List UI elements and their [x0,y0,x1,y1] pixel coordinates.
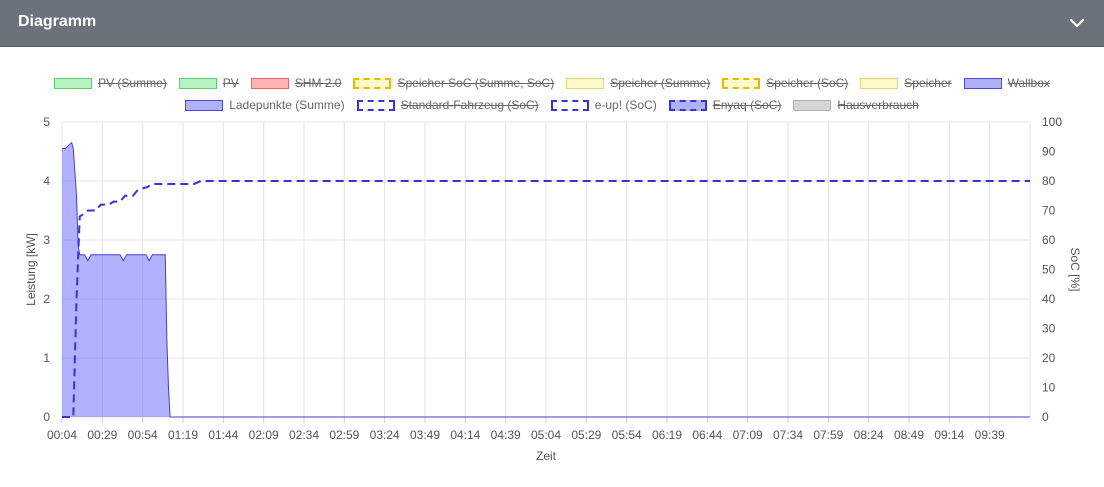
y2-tick-label: 10 [1042,381,1056,395]
x-tick-label: 06:19 [652,428,682,442]
y2-tick-label: 100 [1042,115,1062,129]
x-tick-label: 08:24 [854,428,884,442]
x-tick-label: 09:39 [975,428,1005,442]
x-tick-label: 01:44 [208,428,238,442]
y2-tick-label: 20 [1042,351,1056,365]
x-tick-label: 00:54 [128,428,158,442]
legend-item-speicher[interactable]: Speicher [860,76,952,90]
series-area-ladepunkte [62,142,1030,417]
x-tick-label: 08:49 [894,428,924,442]
legend-label: Speicher (Summe) [610,76,711,90]
legend-item-e-up-soc[interactable]: e-up! (SoC) [550,98,657,112]
legend-label: e-up! (SoC) [594,98,657,112]
x-tick-label: 04:39 [491,428,521,442]
x-tick-label: 07:34 [773,428,803,442]
x-tick-label: 00:29 [87,428,117,442]
legend-label: SHM 2.0 [294,76,342,90]
legend-item-hausverbrauch[interactable]: Hausverbrauch [793,98,919,112]
legend-item-pv-summe[interactable]: PV (Summe) [54,76,167,90]
x-axis-label: Zeit [536,449,557,463]
legend-label: Standard-Fahrzeug (SoC) [400,98,539,112]
legend-label: Speicher SoC (Summe, SoC) [397,76,555,90]
legend-item-standard-fahrzeug-soc[interactable]: Standard-Fahrzeug (SoC) [356,98,539,112]
x-tick-label: 03:24 [370,428,400,442]
panel-header: Diagramm [0,0,1104,47]
x-tick-label: 03:49 [410,428,440,442]
legend-swatch [250,77,289,89]
collapse-button[interactable] [1066,12,1088,34]
legend-swatch [353,77,392,89]
y2-tick-label: 40 [1042,292,1056,306]
y2-tick-label: 0 [1042,410,1049,424]
y2-tick-label: 30 [1042,322,1056,336]
x-tick-label: 05:54 [612,428,642,442]
legend-swatch [860,77,899,89]
x-tick-label: 09:14 [934,428,964,442]
legend-row: Ladepunkte (Summe) Standard-Fahrzeug (SoC… [0,94,1104,116]
x-tick-label: 02:09 [249,428,279,442]
legend-swatch [963,77,1002,89]
y-tick-label: 0 [43,410,50,424]
legend-label: PV (Summe) [98,76,167,90]
y-tick-label: 3 [43,233,50,247]
legend-item-speicher-soc-summe-soc[interactable]: Speicher SoC (Summe, SoC) [353,76,554,90]
legend-swatch [185,99,224,111]
legend-item-ladepunkte-summe[interactable]: Ladepunkte (Summe) [185,98,345,112]
legend-label: Ladepunkte (Summe) [229,98,345,112]
x-tick-label: 05:04 [531,428,561,442]
legend-swatch [566,77,605,89]
legend-label: Enyaq (SoC) [712,98,782,112]
y-tick-label: 1 [43,351,50,365]
y-tick-label: 4 [43,174,50,188]
y2-tick-label: 50 [1042,263,1056,277]
series-line-ladepunkte [62,141,1030,418]
legend-item-enyaq-soc[interactable]: Enyaq (SoC) [668,98,782,112]
legend-swatch [356,99,395,111]
legend-swatch [793,99,832,111]
legend-row: PV (Summe) PV SHM 2.0 Speicher SoC (Summe, … [0,72,1104,94]
y-tick-label: 5 [43,115,50,129]
x-tick-label: 02:59 [329,428,359,442]
legend-label: Speicher (SoC) [766,76,849,90]
y2-tick-label: 70 [1042,204,1056,218]
legend-item-pv[interactable]: PV [178,76,239,90]
panel-title: Diagramm [18,13,97,30]
y2-tick-label: 80 [1042,174,1056,188]
legend-label: Hausverbrauch [837,98,919,112]
legend-swatch [550,99,589,111]
x-tick-label: 02:34 [289,428,319,442]
x-tick-label: 05:29 [571,428,601,442]
legend-item-wallbox[interactable]: Wallbox [963,76,1050,90]
legend-swatch [54,77,93,89]
chevron-down-icon [1069,18,1085,28]
legend-swatch [668,99,707,111]
y-tick-label: 2 [43,292,50,306]
x-tick-label: 01:19 [168,428,198,442]
legend-label: Speicher [904,76,952,90]
y2-axis-label: SoC [%] [1068,247,1082,291]
y2-tick-label: 90 [1042,145,1056,159]
legend-item-speicher-soc[interactable]: Speicher (SoC) [722,76,848,90]
y-axis-label: Leistung [kW] [24,233,38,306]
y2-tick-label: 60 [1042,233,1056,247]
legend-swatch [178,77,217,89]
legend-label: Wallbox [1007,76,1050,90]
x-tick-label: 07:59 [813,428,843,442]
x-tick-label: 04:14 [450,428,480,442]
series-line-e-up-soc [62,180,1030,418]
chart-legend: PV (Summe) PV SHM 2.0 Speicher SoC (Summe, … [0,72,1104,116]
x-tick-label: 07:09 [733,428,763,442]
legend-item-shm-2-0[interactable]: SHM 2.0 [250,76,342,90]
x-tick-label: 00:04 [47,428,77,442]
legend-swatch [722,77,761,89]
legend-label: PV [222,76,239,90]
x-tick-label: 06:44 [692,428,722,442]
legend-item-speicher-summe[interactable]: Speicher (Summe) [566,76,710,90]
